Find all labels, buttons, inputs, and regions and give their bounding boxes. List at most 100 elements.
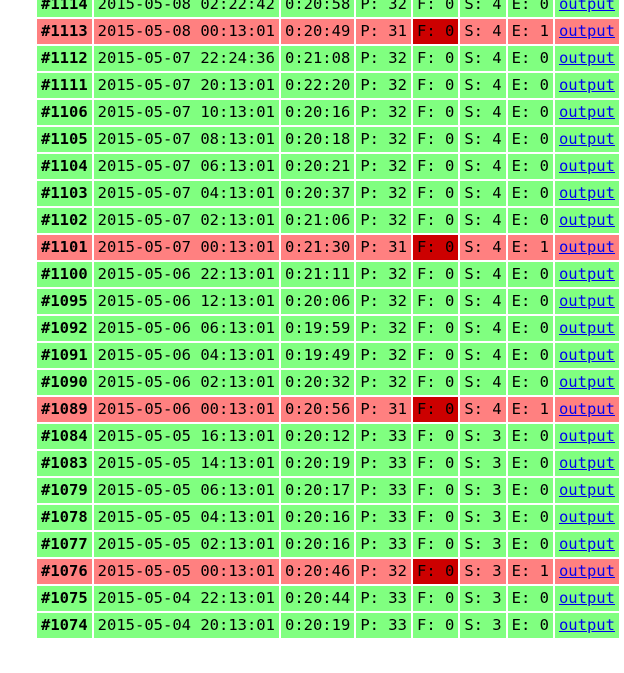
skipped-count: S: 3	[460, 478, 506, 503]
skipped-count: S: 4	[460, 46, 506, 71]
build-row: #1079 2015-05-05 06:13:01 0:20:17 P: 33 F: 0…	[37, 478, 619, 503]
output-link[interactable]: output	[558, 157, 615, 175]
output-link[interactable]: output	[558, 211, 615, 229]
passed-count: P: 32	[356, 181, 411, 206]
output-link[interactable]: output	[558, 292, 615, 310]
failed-count: F: 0	[412, 127, 459, 152]
passed-count: P: 33	[356, 505, 411, 530]
output-link[interactable]: output	[558, 49, 615, 67]
build-row: #1083 2015-05-05 14:13:01 0:20:19 P: 33 F: 0…	[37, 451, 619, 476]
build-number: #1104	[37, 154, 92, 179]
skipped-count: S: 3	[460, 613, 506, 638]
output-cell: output	[554, 316, 619, 341]
error-count: E: 0	[507, 262, 553, 287]
output-link[interactable]: output	[558, 184, 615, 202]
build-duration: 0:21:08	[280, 46, 355, 71]
output-link[interactable]: output	[558, 265, 615, 283]
build-duration: 0:20:12	[280, 424, 355, 449]
failed-count: F: 0	[412, 262, 459, 287]
output-link[interactable]: output	[558, 508, 615, 526]
build-timestamp: 2015-05-06 04:13:01	[93, 343, 279, 368]
build-timestamp: 2015-05-05 04:13:01	[93, 505, 279, 530]
output-link[interactable]: output	[558, 535, 615, 553]
output-link[interactable]: output	[558, 130, 615, 148]
output-link[interactable]: output	[558, 76, 615, 94]
skipped-count: S: 4	[460, 181, 506, 206]
skipped-count: S: 3	[460, 559, 506, 584]
build-number: #1105	[37, 127, 92, 152]
build-duration: 0:21:30	[280, 235, 355, 260]
failed-count: F: 0	[412, 370, 459, 395]
build-results-table: #1114 2015-05-08 02:22:42 0:20:58 P: 32 F: 0…	[35, 0, 621, 640]
failed-count: F: 0	[412, 100, 459, 125]
passed-count: P: 32	[356, 316, 411, 341]
build-duration: 0:21:06	[280, 208, 355, 233]
output-link[interactable]: output	[558, 0, 615, 13]
build-timestamp: 2015-05-04 20:13:01	[93, 613, 279, 638]
output-cell: output	[554, 478, 619, 503]
output-link[interactable]: output	[558, 373, 615, 391]
passed-count: P: 32	[356, 127, 411, 152]
output-link[interactable]: output	[558, 346, 615, 364]
output-link[interactable]: output	[558, 400, 615, 418]
failed-count: F: 0	[412, 235, 459, 260]
output-cell: output	[554, 451, 619, 476]
build-duration: 0:20:19	[280, 451, 355, 476]
failed-count: F: 0	[412, 478, 459, 503]
passed-count: P: 32	[356, 343, 411, 368]
output-cell: output	[554, 46, 619, 71]
skipped-count: S: 4	[460, 154, 506, 179]
output-link[interactable]: output	[558, 481, 615, 499]
output-link[interactable]: output	[558, 589, 615, 607]
build-number: #1111	[37, 73, 92, 98]
output-cell: output	[554, 505, 619, 530]
build-timestamp: 2015-05-06 06:13:01	[93, 316, 279, 341]
output-cell: output	[554, 424, 619, 449]
passed-count: P: 33	[356, 532, 411, 557]
output-link[interactable]: output	[558, 103, 615, 121]
output-link[interactable]: output	[558, 427, 615, 445]
build-row: #1076 2015-05-05 00:13:01 0:20:46 P: 32 F: 0…	[37, 559, 619, 584]
build-number: #1101	[37, 235, 92, 260]
build-timestamp: 2015-05-05 16:13:01	[93, 424, 279, 449]
error-count: E: 1	[507, 559, 553, 584]
build-duration: 0:20:17	[280, 478, 355, 503]
build-duration: 0:20:16	[280, 505, 355, 530]
build-timestamp: 2015-05-05 02:13:01	[93, 532, 279, 557]
build-timestamp: 2015-05-07 10:13:01	[93, 100, 279, 125]
failed-count: F: 0	[412, 451, 459, 476]
passed-count: P: 32	[356, 208, 411, 233]
output-link[interactable]: output	[558, 616, 615, 634]
error-count: E: 0	[507, 478, 553, 503]
build-row: #1078 2015-05-05 04:13:01 0:20:16 P: 33 F: 0…	[37, 505, 619, 530]
build-timestamp: 2015-05-05 06:13:01	[93, 478, 279, 503]
build-timestamp: 2015-05-06 02:13:01	[93, 370, 279, 395]
output-link[interactable]: output	[558, 22, 615, 40]
output-link[interactable]: output	[558, 238, 615, 256]
output-cell: output	[554, 613, 619, 638]
build-number: #1092	[37, 316, 92, 341]
build-number: #1076	[37, 559, 92, 584]
build-duration: 0:20:32	[280, 370, 355, 395]
output-link[interactable]: output	[558, 319, 615, 337]
failed-count: F: 0	[412, 73, 459, 98]
build-number: #1095	[37, 289, 92, 314]
failed-count: F: 0	[412, 586, 459, 611]
passed-count: P: 32	[356, 154, 411, 179]
build-row: #1111 2015-05-07 20:13:01 0:22:20 P: 32 F: 0…	[37, 73, 619, 98]
build-duration: 0:20:16	[280, 532, 355, 557]
build-number: #1083	[37, 451, 92, 476]
error-count: E: 1	[507, 397, 553, 422]
output-cell: output	[554, 127, 619, 152]
build-number: #1106	[37, 100, 92, 125]
passed-count: P: 32	[356, 46, 411, 71]
output-link[interactable]: output	[558, 454, 615, 472]
build-timestamp: 2015-05-08 00:13:01	[93, 19, 279, 44]
error-count: E: 0	[507, 613, 553, 638]
error-count: E: 0	[507, 451, 553, 476]
passed-count: P: 33	[356, 586, 411, 611]
failed-count: F: 0	[412, 505, 459, 530]
output-cell: output	[554, 154, 619, 179]
output-link[interactable]: output	[558, 562, 615, 580]
build-duration: 0:20:16	[280, 100, 355, 125]
